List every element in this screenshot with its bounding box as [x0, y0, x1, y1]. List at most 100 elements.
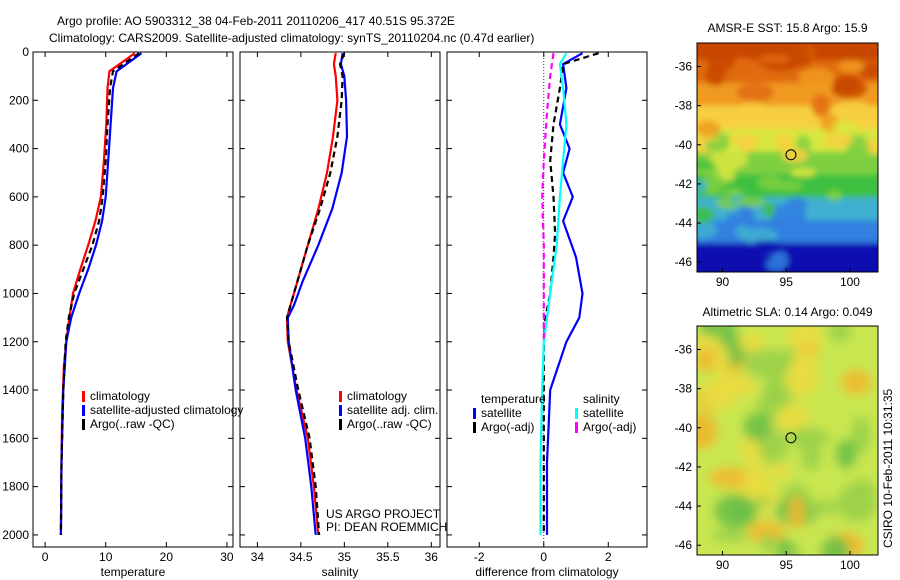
map-y-tick-label: -44: [675, 499, 693, 513]
map-blob: [697, 412, 718, 450]
map-blob: [701, 172, 725, 196]
map-blob: [811, 94, 831, 118]
legend-swatch: [473, 422, 476, 433]
map-blob: [833, 100, 872, 122]
panel-frame-2: [239, 51, 441, 548]
map-blob: [769, 203, 807, 224]
map-blob: [784, 362, 819, 398]
map-y-tick-label: -38: [675, 99, 693, 113]
map-blob: [803, 500, 843, 515]
map-blob: [737, 102, 767, 117]
map-blob: [831, 78, 868, 99]
x-tick-label: 36: [425, 550, 439, 564]
x-tick-label: 35: [338, 550, 352, 564]
side-stamp: CSIRO 10-Feb-2011 10:31:35: [881, 388, 895, 548]
map-blob: [777, 538, 793, 555]
map-blob: [726, 212, 741, 228]
legend-label: Argo(..raw -QC): [90, 417, 175, 431]
map-blob: [743, 412, 772, 442]
map-field-2: [697, 326, 878, 555]
series-line-argo-adj--salinity: [541, 53, 555, 342]
map-blob: [697, 160, 716, 170]
map-blob: [740, 138, 755, 153]
x-tick-label: 34.5: [289, 550, 313, 564]
map-blob: [743, 349, 789, 378]
y-tick-label: 2000: [2, 528, 29, 542]
map-blob: [697, 179, 708, 193]
map-blob: [837, 483, 877, 523]
map-blob: [757, 54, 792, 64]
map-y-tick-label: -42: [675, 460, 693, 474]
map-blob: [743, 248, 772, 266]
map-blob: [722, 188, 744, 197]
y-tick-label: 0: [22, 45, 29, 59]
x-axis-label: salinity: [322, 565, 359, 579]
map-y-tick-label: -42: [675, 177, 693, 191]
map-blob: [775, 133, 794, 150]
map-blob: [835, 438, 858, 470]
map-title-1: AMSR-E SST: 15.8 Argo: 15.9: [707, 21, 867, 35]
map-blob: [697, 326, 738, 337]
map-blob: [757, 175, 783, 191]
credit-line1: US ARGO PROJECT: [326, 507, 441, 521]
legend-label: satellite-adjusted climatology: [90, 403, 243, 417]
series-line-argo-adj--temperature: [542, 52, 599, 535]
map-x-tick-label: 90: [716, 558, 730, 572]
map-y-tick-label: -44: [675, 216, 693, 230]
map-blob: [762, 202, 775, 218]
map-frame-1: [696, 42, 879, 273]
map-blob: [697, 346, 719, 373]
map-y-tick-label: -46: [675, 255, 693, 269]
map-x-tick-label: 100: [840, 275, 860, 289]
profile-location-marker: [785, 432, 797, 444]
map-blob: [738, 332, 767, 352]
map-blob: [801, 444, 822, 471]
y-tick-label: 200: [9, 93, 29, 107]
map-y-tick-label: -40: [675, 421, 693, 435]
y-tick-label: 800: [9, 238, 29, 252]
legend-swatch: [339, 391, 342, 402]
map-x-tick-label: 90: [716, 275, 730, 289]
legend-label: Argo(-adj): [583, 420, 636, 434]
x-axis-label: difference from climatology: [475, 565, 618, 579]
y-tick-label: 600: [9, 190, 29, 204]
map-blob: [740, 227, 778, 245]
legend-swatch: [575, 408, 578, 419]
legend-swatch: [339, 419, 342, 430]
map-blob: [847, 140, 870, 160]
legend-heading: temperature: [481, 392, 546, 406]
map-blob: [786, 427, 830, 450]
x-tick-label: 30: [220, 550, 234, 564]
map-blob: [820, 536, 850, 555]
x-tick-label: 0: [42, 550, 49, 564]
figure-title-line2: Climatology: CARS2009. Satellite-adjuste…: [49, 31, 534, 45]
map-frame-2: [696, 325, 879, 556]
map-blob: [790, 167, 817, 178]
map-blob: [851, 416, 871, 454]
legend-label: satellite adj. clim.: [347, 403, 438, 417]
profile-location-marker: [785, 149, 797, 161]
figure-title-line1: Argo profile: AO 5903312_38 04-Feb-2011 …: [57, 14, 455, 28]
map-blob: [798, 67, 836, 87]
map-blob: [747, 520, 786, 544]
map-field-1: [697, 43, 878, 272]
map-blob: [735, 224, 749, 239]
x-tick-label: -2: [474, 550, 485, 564]
x-tick-label: 10: [99, 550, 113, 564]
legend-label: satellite: [583, 406, 624, 420]
series-line-argo-raw-qc-: [285, 52, 346, 535]
map-blob: [709, 146, 749, 171]
map-field-blur: [697, 326, 878, 555]
map-blob: [713, 343, 730, 379]
map-blob: [766, 218, 791, 228]
x-tick-label: 35.5: [376, 550, 400, 564]
legend-label: Argo(..raw -QC): [347, 417, 432, 431]
y-tick-label: 1000: [2, 286, 29, 300]
x-tick-label: 0: [540, 550, 547, 564]
map-blob: [703, 43, 720, 53]
map-blob: [787, 495, 806, 530]
map-blob: [826, 189, 843, 202]
map-blob: [781, 147, 809, 163]
